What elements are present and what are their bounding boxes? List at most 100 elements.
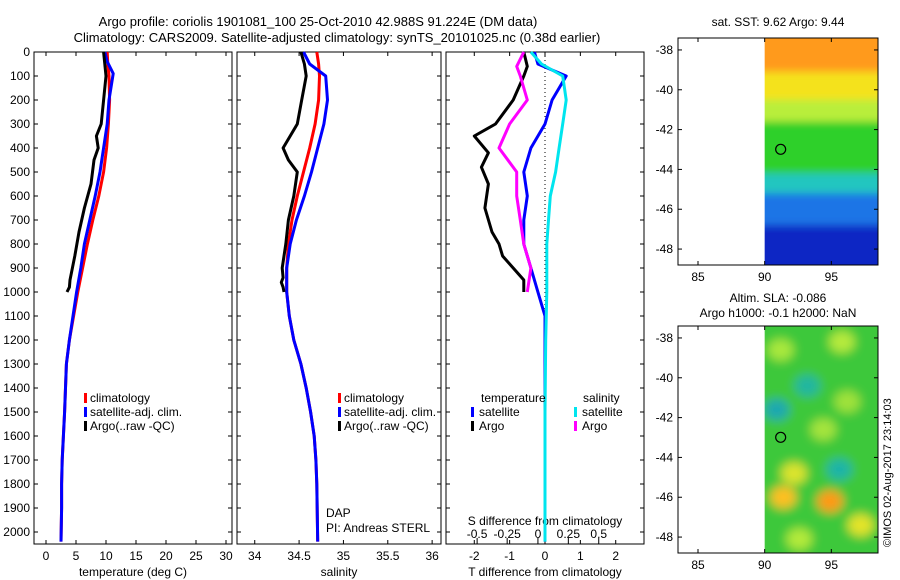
sla-map-anomaly-blob [764,398,790,421]
sal-legend-label: climatology [344,391,404,405]
sla-map-anomaly-blob [786,528,813,551]
sal-legend-label: satellite-adj. clim. [344,405,436,419]
sst-map-ytick-label: -48 [656,242,674,256]
differences-xtick-label: 1 [577,549,584,563]
temperature-xtick-label: 30 [219,549,233,563]
sst-map-ytick-label: -40 [656,83,674,97]
credit-dap: DAP [326,506,351,520]
sla-map-ytick-label: -42 [656,411,674,425]
differences-xtick-label: -1 [504,549,515,563]
diff-legend-title-salinity: salinity [583,391,620,405]
temperature-ytick-label: 400 [10,141,30,155]
temperature-ytick-label: 1300 [3,357,30,371]
temperature-xtick-label: 10 [99,549,113,563]
diff-legend-swatch [574,407,577,417]
figure-title-line1: Argo profile: coriolis 1901081_100 25-Oc… [99,14,538,29]
diff-legend-swatch [574,421,577,431]
sst-map-panel: 85 90 95 -38 -40 -42 -44 -46 -48 sat. SST: 9.62 A… [656,15,879,284]
difference-profile-panel: -2 -1 0 1 2-0.5 -0.25 0 0.25 0.5S difference fro… [445,51,645,579]
temperature-ytick-label: 100 [10,69,30,83]
sla-map-title: Altim. SLA: -0.086 [730,291,827,305]
salinity-xlabel: salinity [321,565,358,579]
differences-series-salinity-satellite [529,51,568,542]
sst-map-argo-position-marker [775,143,787,155]
salinity-plot-frame [236,51,442,545]
sla-map-anomaly-blob [847,514,874,537]
temperature-profile-panel: 0100200300400500600700800900100011001200… [3,45,233,579]
sla-map-subtitle: Argo h1000: -0.1 h2000: NaN [700,306,857,320]
sst-map-band [764,99,879,124]
temperature-ytick-label: 200 [10,93,30,107]
differences-xtick-top-label: 0 [535,527,542,541]
salinity-series-satellite-adj-clim- [285,51,329,542]
diff-legend-swatch [471,407,474,417]
temperature-ytick-label: 900 [10,261,30,275]
temperature-ytick-label: 800 [10,237,30,251]
sla-map-field-layer [764,326,879,553]
salinity-series-argo-raw-qc- [279,51,308,293]
sla-map-anomaly-blob [767,338,794,361]
sst-map-band [764,193,879,228]
temp-legend-swatch [84,421,87,431]
temperature-xtick-label: 25 [189,549,203,563]
sal-legend-swatch [338,393,341,403]
sla-map-panel: 85 90 95 -38 -40 -42 -44 -46 -48 Altim. SLA: -0.0… [656,291,879,572]
temperature-ytick-label: 1700 [3,453,30,467]
sst-map-field [764,38,879,265]
sla-map-argo-position-marker [775,431,787,443]
temperature-xtick-label: 0 [43,549,50,563]
differences-xtick-label: -2 [469,549,480,563]
sst-map-frame [677,37,879,266]
sla-map-ytick-label: -48 [656,530,674,544]
salinity-xtick-label: 35 [337,549,351,563]
diff-legend-label: satellite [479,405,520,419]
sst-map-ytick-label: -46 [656,202,674,216]
sla-map-ytick-label: -44 [656,450,674,464]
sst-map-field-layer [764,38,879,265]
temp-legend-label: satellite-adj. clim. [90,405,182,419]
temperature-series-argo-raw-qc- [65,51,108,293]
temperature-ytick-label: 1500 [3,405,30,419]
temperature-ytick-label: 700 [10,213,30,227]
sst-map-ytick-label: -42 [656,123,674,137]
sla-map-anomaly-blob [817,490,843,513]
salinity-xtick-label: 34.5 [287,549,311,563]
diff-legend-label: Argo [582,419,608,433]
sla-map-ytick-label: -38 [656,331,674,345]
differences-xlabel: T difference from climatology [468,565,622,579]
temp-legend-swatch [84,393,87,403]
sla-map-anomaly-blob [826,458,853,481]
differences-xtick-top-label: 0.5 [590,527,607,541]
sla-map-anomaly-blob [794,374,821,397]
differences-xtick-top-label: -0.25 [493,527,521,541]
sla-map-xtick-label: 90 [758,558,772,572]
salinity-profile-panel: 34 34.5 35 35.5 36 salinity climatologysatelli… [236,51,442,579]
sal-legend-swatch [338,421,341,431]
temperature-plot-frame [33,51,233,545]
temperature-ytick-label: 0 [23,45,30,59]
differences-series-temperature-argo [472,51,529,292]
temp-legend-swatch [84,407,87,417]
temperature-ytick-label: 300 [10,117,30,131]
sst-map-band [764,225,879,265]
sla-map-anomaly-blob [781,462,807,485]
sst-map-ytick-label: -44 [656,162,674,176]
sst-map-band [764,71,879,102]
sst-map-band [764,38,879,74]
sla-map-anomaly-blob [770,486,797,509]
temperature-ytick-label: 500 [10,165,30,179]
temperature-ytick-label: 600 [10,189,30,203]
sst-map-xtick-label: 85 [691,270,705,284]
credit-pi: PI: Andreas STERL [326,521,430,535]
temperature-series-satellite-adj-clim- [59,51,115,542]
sla-map-anomaly-blob [834,390,861,413]
sal-legend-label: Argo(..raw -QC) [344,419,429,433]
temperature-xtick-label: 15 [129,549,143,563]
sst-map-title: sat. SST: 9.62 Argo: 9.44 [712,15,845,29]
temp-legend-label: Argo(..raw -QC) [90,419,175,433]
temperature-ytick-label: 1900 [3,501,30,515]
sla-map-xtick-label: 85 [691,558,705,572]
sst-map-xtick-label: 95 [825,270,839,284]
temperature-ytick-label: 1000 [3,285,30,299]
